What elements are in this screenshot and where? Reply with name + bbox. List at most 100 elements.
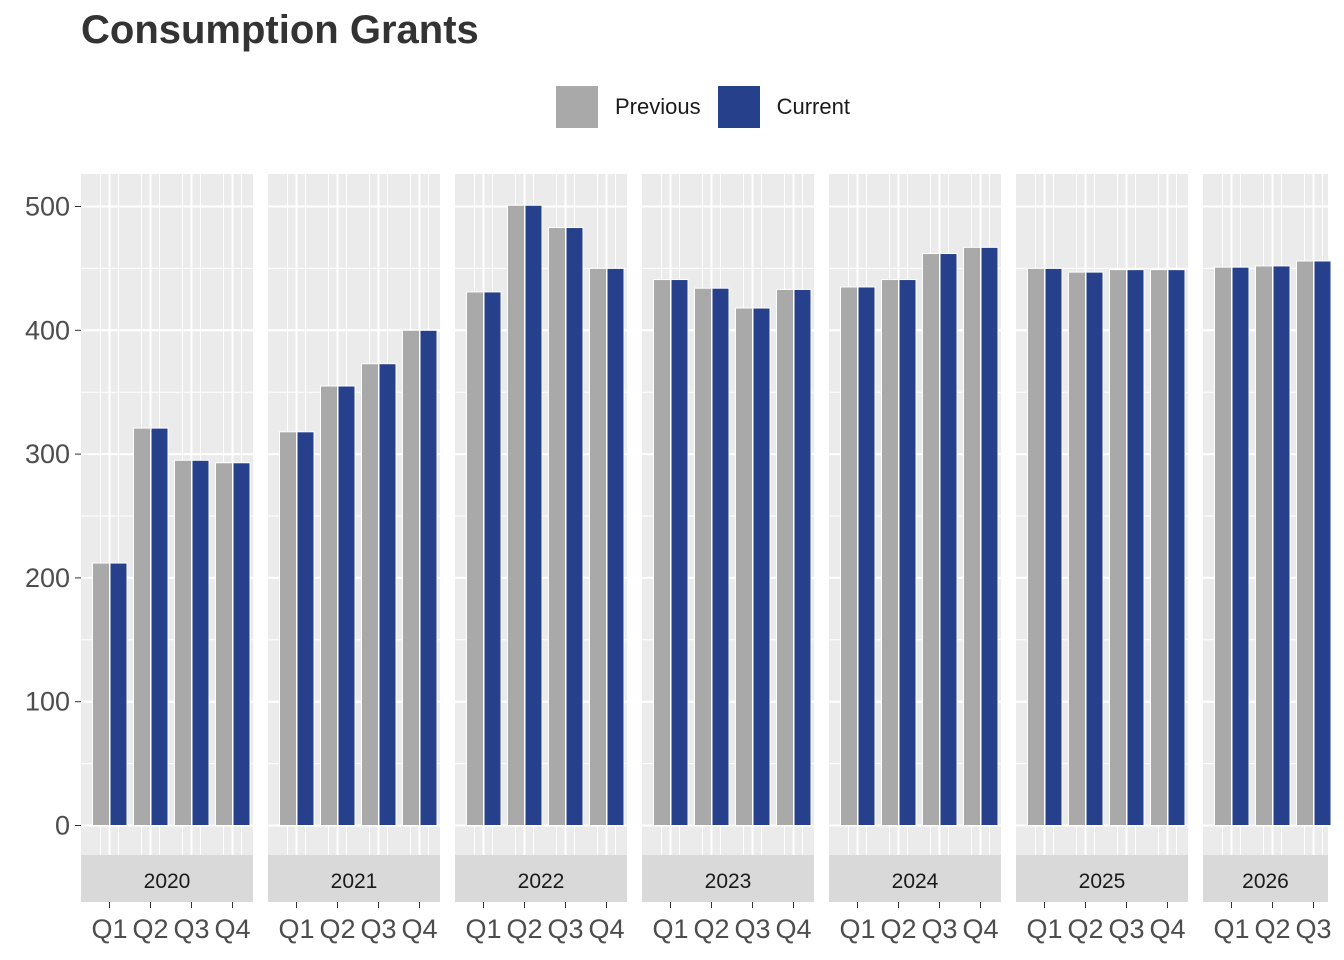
bar-previous-2023-Q4	[776, 288, 794, 827]
legend-key-previous	[555, 85, 599, 129]
x-tick-label: Q2	[132, 914, 168, 944]
bar-current-2025-Q4	[1167, 269, 1186, 826]
bar-previous-2024-Q1	[840, 286, 858, 827]
bar-current-2022-Q1	[483, 291, 502, 826]
x-tick-label: Q1	[278, 914, 314, 944]
bar-previous-2020-Q4	[215, 462, 233, 826]
bar-current-2022-Q2	[524, 204, 543, 826]
bar-current-2021-Q1	[296, 431, 315, 826]
bar-current-2021-Q2	[337, 385, 356, 826]
bar-current-2024-Q4	[980, 246, 999, 826]
x-tick-label: Q3	[547, 914, 583, 944]
legend-key-current	[716, 85, 761, 129]
x-tick-label: Q3	[1295, 914, 1331, 944]
bar-current-2025-Q1	[1044, 267, 1063, 826]
x-tick-label: Q1	[652, 914, 688, 944]
y-tick-label: 0	[55, 811, 70, 841]
facet-label-2026: 2026	[1242, 870, 1289, 893]
bar-current-2023-Q4	[793, 288, 812, 827]
bar-previous-2026-Q2	[1255, 265, 1273, 826]
legend-item-previous: Previous	[555, 85, 701, 129]
bar-current-2026-Q2	[1272, 265, 1291, 826]
facet-strip	[1016, 855, 1188, 902]
bar-current-2020-Q1	[109, 562, 128, 826]
bar-current-2021-Q3	[378, 363, 397, 826]
bar-current-2023-Q3	[752, 307, 771, 826]
bar-previous-2021-Q3	[361, 363, 379, 826]
y-tick-label: 200	[25, 563, 70, 593]
x-tick-label: Q4	[1149, 914, 1185, 944]
x-tick-label: Q2	[1067, 914, 1103, 944]
x-tick-label: Q4	[214, 914, 250, 944]
bar-previous-2021-Q4	[402, 329, 420, 826]
bar-previous-2023-Q2	[694, 287, 712, 826]
y-tick-label: 400	[25, 315, 70, 345]
bar-previous-2021-Q2	[320, 385, 338, 826]
bar-previous-2022-Q2	[507, 204, 525, 826]
x-tick-label: Q4	[775, 914, 811, 944]
bar-current-2024-Q1	[857, 286, 876, 827]
facet-strip	[455, 855, 627, 902]
bar-previous-2022-Q3	[548, 227, 566, 826]
bar-current-2020-Q2	[150, 427, 169, 826]
x-tick-label: Q4	[401, 914, 437, 944]
x-tick-label: Q1	[465, 914, 501, 944]
facet-label-2023: 2023	[705, 870, 752, 893]
bar-previous-2025-Q3	[1109, 269, 1127, 826]
facet-strip	[1203, 855, 1328, 902]
x-tick-label: Q1	[839, 914, 875, 944]
bar-previous-2026-Q1	[1214, 266, 1232, 826]
legend-item-current: Current	[716, 85, 850, 129]
y-tick-label: 100	[25, 687, 70, 717]
bar-current-2022-Q4	[606, 267, 625, 826]
bar-current-2024-Q3	[939, 253, 958, 826]
bar-current-2021-Q4	[419, 329, 438, 826]
bar-current-2020-Q3	[191, 459, 210, 826]
y-tick-label: 500	[25, 192, 70, 222]
x-tick-label: Q4	[962, 914, 998, 944]
bar-current-2025-Q2	[1085, 271, 1104, 826]
bar-current-2025-Q3	[1126, 269, 1145, 826]
facet-label-2022: 2022	[518, 870, 565, 893]
facet-label-2024: 2024	[892, 870, 939, 893]
chart-title: Consumption Grants	[81, 8, 479, 52]
legend: Previous Current	[555, 85, 866, 129]
bar-previous-2025-Q1	[1027, 267, 1045, 826]
bar-current-2023-Q2	[711, 287, 730, 826]
x-tick-label: Q2	[693, 914, 729, 944]
facet-strip	[829, 855, 1001, 902]
bar-current-2022-Q3	[565, 227, 584, 826]
facet-label-2025: 2025	[1079, 870, 1126, 893]
bar-previous-2024-Q3	[922, 253, 940, 826]
bar-previous-2024-Q2	[881, 279, 899, 826]
bar-previous-2021-Q1	[279, 431, 297, 826]
bar-previous-2023-Q3	[735, 307, 753, 826]
x-tick-label: Q3	[173, 914, 209, 944]
bar-current-2026-Q3	[1313, 260, 1332, 826]
x-tick-label: Q1	[1026, 914, 1062, 944]
x-tick-label: Q2	[880, 914, 916, 944]
facet-strip	[81, 855, 253, 902]
facet-strip	[268, 855, 440, 902]
facet-label-2020: 2020	[144, 870, 191, 893]
legend-label-current: Current	[776, 94, 850, 119]
x-tick-label: Q1	[1213, 914, 1249, 944]
y-tick-label: 300	[25, 439, 70, 469]
bar-previous-2020-Q1	[92, 562, 110, 826]
x-tick-label: Q2	[319, 914, 355, 944]
bar-previous-2020-Q2	[133, 427, 151, 826]
x-tick-label: Q1	[91, 914, 127, 944]
legend-label-previous: Previous	[615, 94, 701, 119]
bar-current-2024-Q2	[898, 279, 917, 826]
x-tick-label: Q3	[1108, 914, 1144, 944]
x-tick-label: Q3	[734, 914, 770, 944]
facet-label-2021: 2021	[331, 870, 378, 893]
bar-previous-2022-Q1	[466, 291, 484, 826]
bar-previous-2026-Q3	[1296, 260, 1314, 826]
x-tick-label: Q2	[1254, 914, 1290, 944]
bar-previous-2025-Q2	[1068, 271, 1086, 826]
bar-previous-2023-Q1	[653, 279, 671, 826]
x-tick-label: Q3	[921, 914, 957, 944]
x-tick-label: Q3	[360, 914, 396, 944]
